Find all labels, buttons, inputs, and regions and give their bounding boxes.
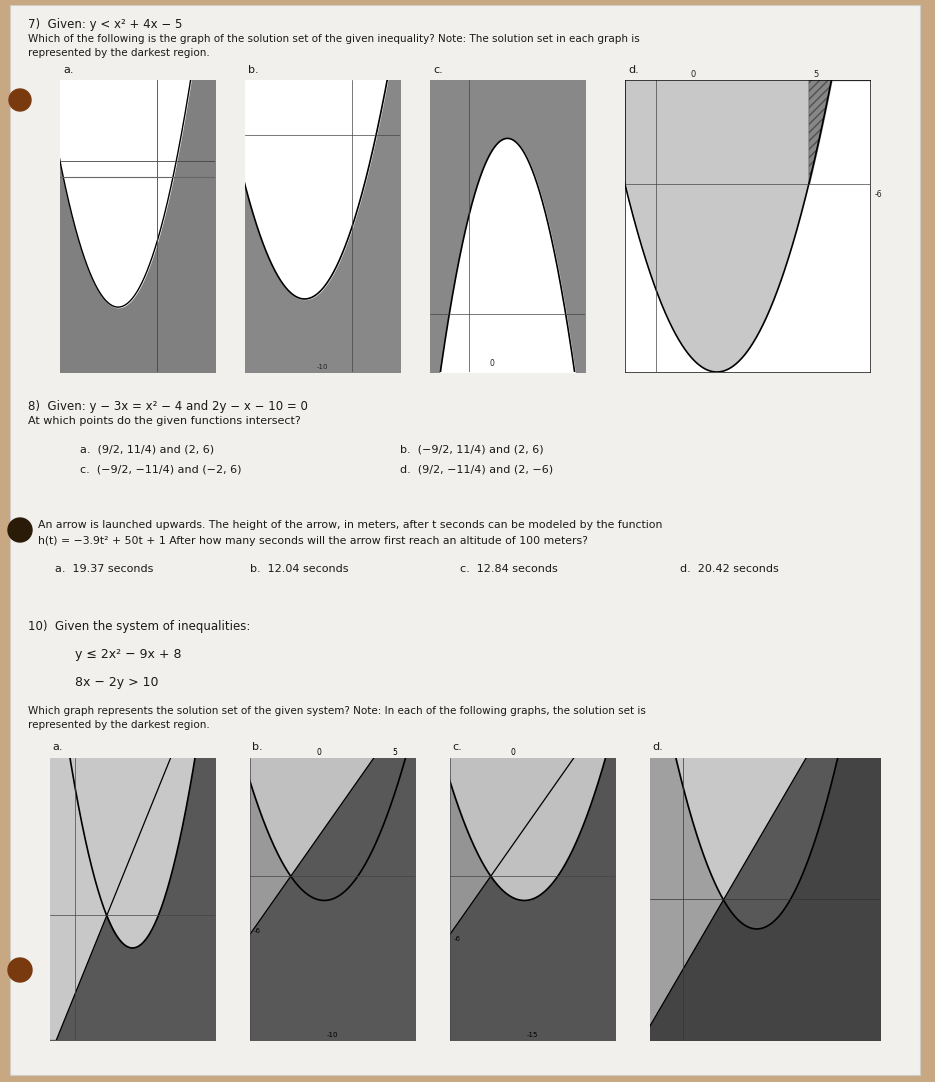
Text: 0: 0 [317, 748, 322, 757]
Text: a.  19.37 seconds: a. 19.37 seconds [55, 564, 153, 573]
Text: b.: b. [252, 742, 263, 752]
Text: c.  (−9/2, −11/4) and (−2, 6): c. (−9/2, −11/4) and (−2, 6) [80, 465, 241, 475]
Text: d.: d. [628, 65, 639, 75]
Text: -6: -6 [453, 936, 460, 942]
Text: 0: 0 [691, 70, 697, 79]
Text: represented by the darkest region.: represented by the darkest region. [28, 720, 209, 730]
FancyBboxPatch shape [10, 5, 920, 1076]
Text: 0: 0 [511, 748, 515, 757]
Text: a.  (9/2, 11/4) and (2, 6): a. (9/2, 11/4) and (2, 6) [80, 445, 214, 456]
Text: 5: 5 [813, 70, 819, 79]
Text: -10: -10 [326, 1032, 338, 1039]
Text: 7)  Given: y < x² + 4x − 5: 7) Given: y < x² + 4x − 5 [28, 18, 182, 31]
Text: c.: c. [452, 742, 462, 752]
Text: 5: 5 [393, 748, 397, 757]
Text: d.: d. [652, 742, 663, 752]
Text: Which graph represents the solution set of the given system? Note: In each of th: Which graph represents the solution set … [28, 705, 646, 716]
Text: 0: 0 [490, 359, 495, 368]
Text: -15: -15 [526, 1032, 539, 1039]
Circle shape [9, 89, 31, 111]
Text: -10: -10 [317, 364, 328, 370]
Text: 8)  Given: y − 3x = x² − 4 and 2y − x − 10 = 0: 8) Given: y − 3x = x² − 4 and 2y − x − 1… [28, 400, 308, 413]
Text: b.  (−9/2, 11/4) and (2, 6): b. (−9/2, 11/4) and (2, 6) [400, 445, 543, 456]
Text: h(t) = −3.9t² + 50t + 1 After how many seconds will the arrow first reach an alt: h(t) = −3.9t² + 50t + 1 After how many s… [38, 536, 588, 546]
Text: 10)  Given the system of inequalities:: 10) Given the system of inequalities: [28, 620, 251, 633]
Text: c.: c. [433, 65, 443, 75]
Text: y ≤ 2x² − 9x + 8: y ≤ 2x² − 9x + 8 [75, 648, 181, 661]
Circle shape [8, 518, 32, 542]
Text: At which points do the given functions intersect?: At which points do the given functions i… [28, 415, 301, 426]
Text: Which of the following is the graph of the solution set of the given inequality?: Which of the following is the graph of t… [28, 34, 640, 44]
Text: a.: a. [52, 742, 63, 752]
Text: -6: -6 [253, 928, 260, 934]
Text: d.  (9/2, −11/4) and (2, −6): d. (9/2, −11/4) and (2, −6) [400, 465, 554, 475]
Text: An arrow is launched upwards. The height of the arrow, in meters, after t second: An arrow is launched upwards. The height… [38, 520, 662, 530]
Text: b.  12.04 seconds: b. 12.04 seconds [250, 564, 349, 573]
Circle shape [8, 958, 32, 982]
Text: 8x − 2y > 10: 8x − 2y > 10 [75, 676, 159, 689]
Text: c.  12.84 seconds: c. 12.84 seconds [460, 564, 558, 573]
Text: represented by the darkest region.: represented by the darkest region. [28, 48, 209, 58]
Text: b.: b. [248, 65, 259, 75]
Text: a.: a. [63, 65, 74, 75]
Text: -6: -6 [875, 189, 883, 199]
Text: d.  20.42 seconds: d. 20.42 seconds [680, 564, 779, 573]
